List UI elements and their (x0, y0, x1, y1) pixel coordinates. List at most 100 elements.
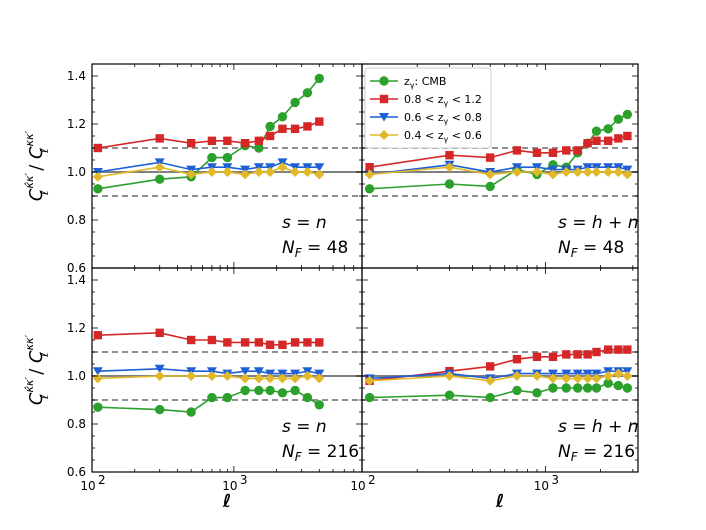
data-point (591, 373, 602, 384)
annotation-part: h (587, 417, 603, 437)
y-tick-label: 0.8 (67, 213, 86, 227)
annotation-n: N (558, 442, 571, 462)
data-point (444, 162, 455, 173)
data-point (240, 169, 251, 180)
data-point (591, 167, 602, 177)
panel-top-right: s = h + n NF = 48 (361, 63, 639, 269)
data-point (512, 355, 522, 364)
data-point (561, 383, 571, 393)
data-point (613, 368, 624, 379)
y-tick-label: 1.2 (67, 117, 86, 131)
annotation-part: n (622, 417, 638, 437)
data-point (254, 338, 264, 347)
data-point (207, 392, 217, 403)
annotation-model: s = n (282, 213, 327, 233)
annotation-model: s = h + n (558, 213, 639, 233)
data-point (290, 124, 300, 133)
data-point (592, 136, 601, 145)
data-point (253, 367, 264, 376)
annotation-nf-value: = 216 (578, 442, 636, 462)
data-point (186, 335, 196, 345)
annotation-part: n (622, 213, 638, 233)
series-group (92, 328, 325, 417)
annotation-nf-value: = 48 (302, 238, 349, 258)
data-point (278, 124, 287, 133)
data-point (302, 371, 313, 381)
x-tick-label-exponent: 2 (98, 473, 106, 487)
data-point (511, 167, 522, 177)
data-point (531, 167, 542, 177)
y-tick-label: 0.6 (67, 465, 86, 479)
data-point (265, 385, 275, 396)
data-point (603, 136, 613, 145)
data-point (315, 338, 324, 347)
legend-label-sub: γ (443, 117, 448, 126)
data-point (485, 362, 495, 371)
data-point (265, 340, 275, 349)
data-point (154, 364, 165, 374)
data-point (222, 392, 233, 403)
data-point (573, 146, 582, 155)
annotation-nf: NF = 216 (282, 442, 359, 464)
data-point (207, 335, 217, 345)
data-point (364, 392, 375, 403)
legend-label-post: < 0.6 (448, 129, 482, 142)
data-point (302, 167, 313, 177)
x-tick-label: 10 (80, 479, 95, 493)
data-point (240, 385, 250, 396)
data-point (572, 373, 583, 384)
data-point (561, 373, 572, 384)
data-point (277, 388, 288, 398)
data-point (532, 352, 542, 361)
x-axis-label: ℓ (222, 491, 232, 512)
ylabel-sub: ℓ (38, 148, 51, 154)
data-point (186, 407, 196, 417)
y-axis-label: Cκ̂κ′ℓ / Cκκ′ℓ (23, 334, 51, 405)
data-point (314, 400, 324, 410)
legend-label-post: : CMB (415, 75, 447, 88)
data-point (547, 169, 558, 180)
x-tick-label: 10 (350, 479, 365, 493)
ylabel-sub: ℓ (38, 394, 51, 400)
data-point (622, 371, 633, 381)
y-tick-label: 0.6 (67, 261, 86, 275)
data-point (562, 350, 571, 359)
data-point (614, 134, 623, 143)
annotation-part: = (291, 417, 311, 437)
y-tick-label: 1.4 (67, 69, 86, 83)
data-point (314, 73, 324, 84)
data-point (622, 383, 633, 393)
data-point (302, 392, 313, 403)
data-point (314, 373, 325, 384)
annotation-part: = (291, 213, 311, 233)
panel-frame (361, 267, 639, 473)
data-point (253, 373, 264, 384)
data-point (93, 184, 103, 194)
data-point (365, 163, 374, 172)
data-point (583, 139, 592, 148)
legend-marker (379, 94, 389, 104)
panels-group: s = nNF = 480.60.81.01.21.4s = h + nNF =… (67, 63, 639, 493)
data-point (485, 181, 495, 192)
annotation-n: N (282, 238, 295, 258)
data-point (290, 338, 300, 347)
data-point (302, 88, 313, 98)
data-point (444, 371, 455, 381)
annotation-nf-value: = 216 (302, 442, 360, 462)
data-point (265, 373, 276, 384)
data-point (603, 371, 614, 381)
ylabel-c: C (26, 392, 47, 405)
ylabel-sep: / (26, 159, 47, 177)
data-point (622, 169, 633, 180)
y-axis-label: Cκ̂κ′ℓ / Cκκ′ℓ (23, 130, 51, 201)
data-point (186, 371, 197, 381)
data-point (290, 385, 300, 396)
legend-label-pre: 0.4 < z (404, 129, 444, 142)
data-point (222, 371, 233, 381)
data-point (206, 371, 217, 381)
data-point (582, 383, 593, 393)
data-point (591, 383, 602, 393)
annotation-part: s (558, 213, 567, 233)
